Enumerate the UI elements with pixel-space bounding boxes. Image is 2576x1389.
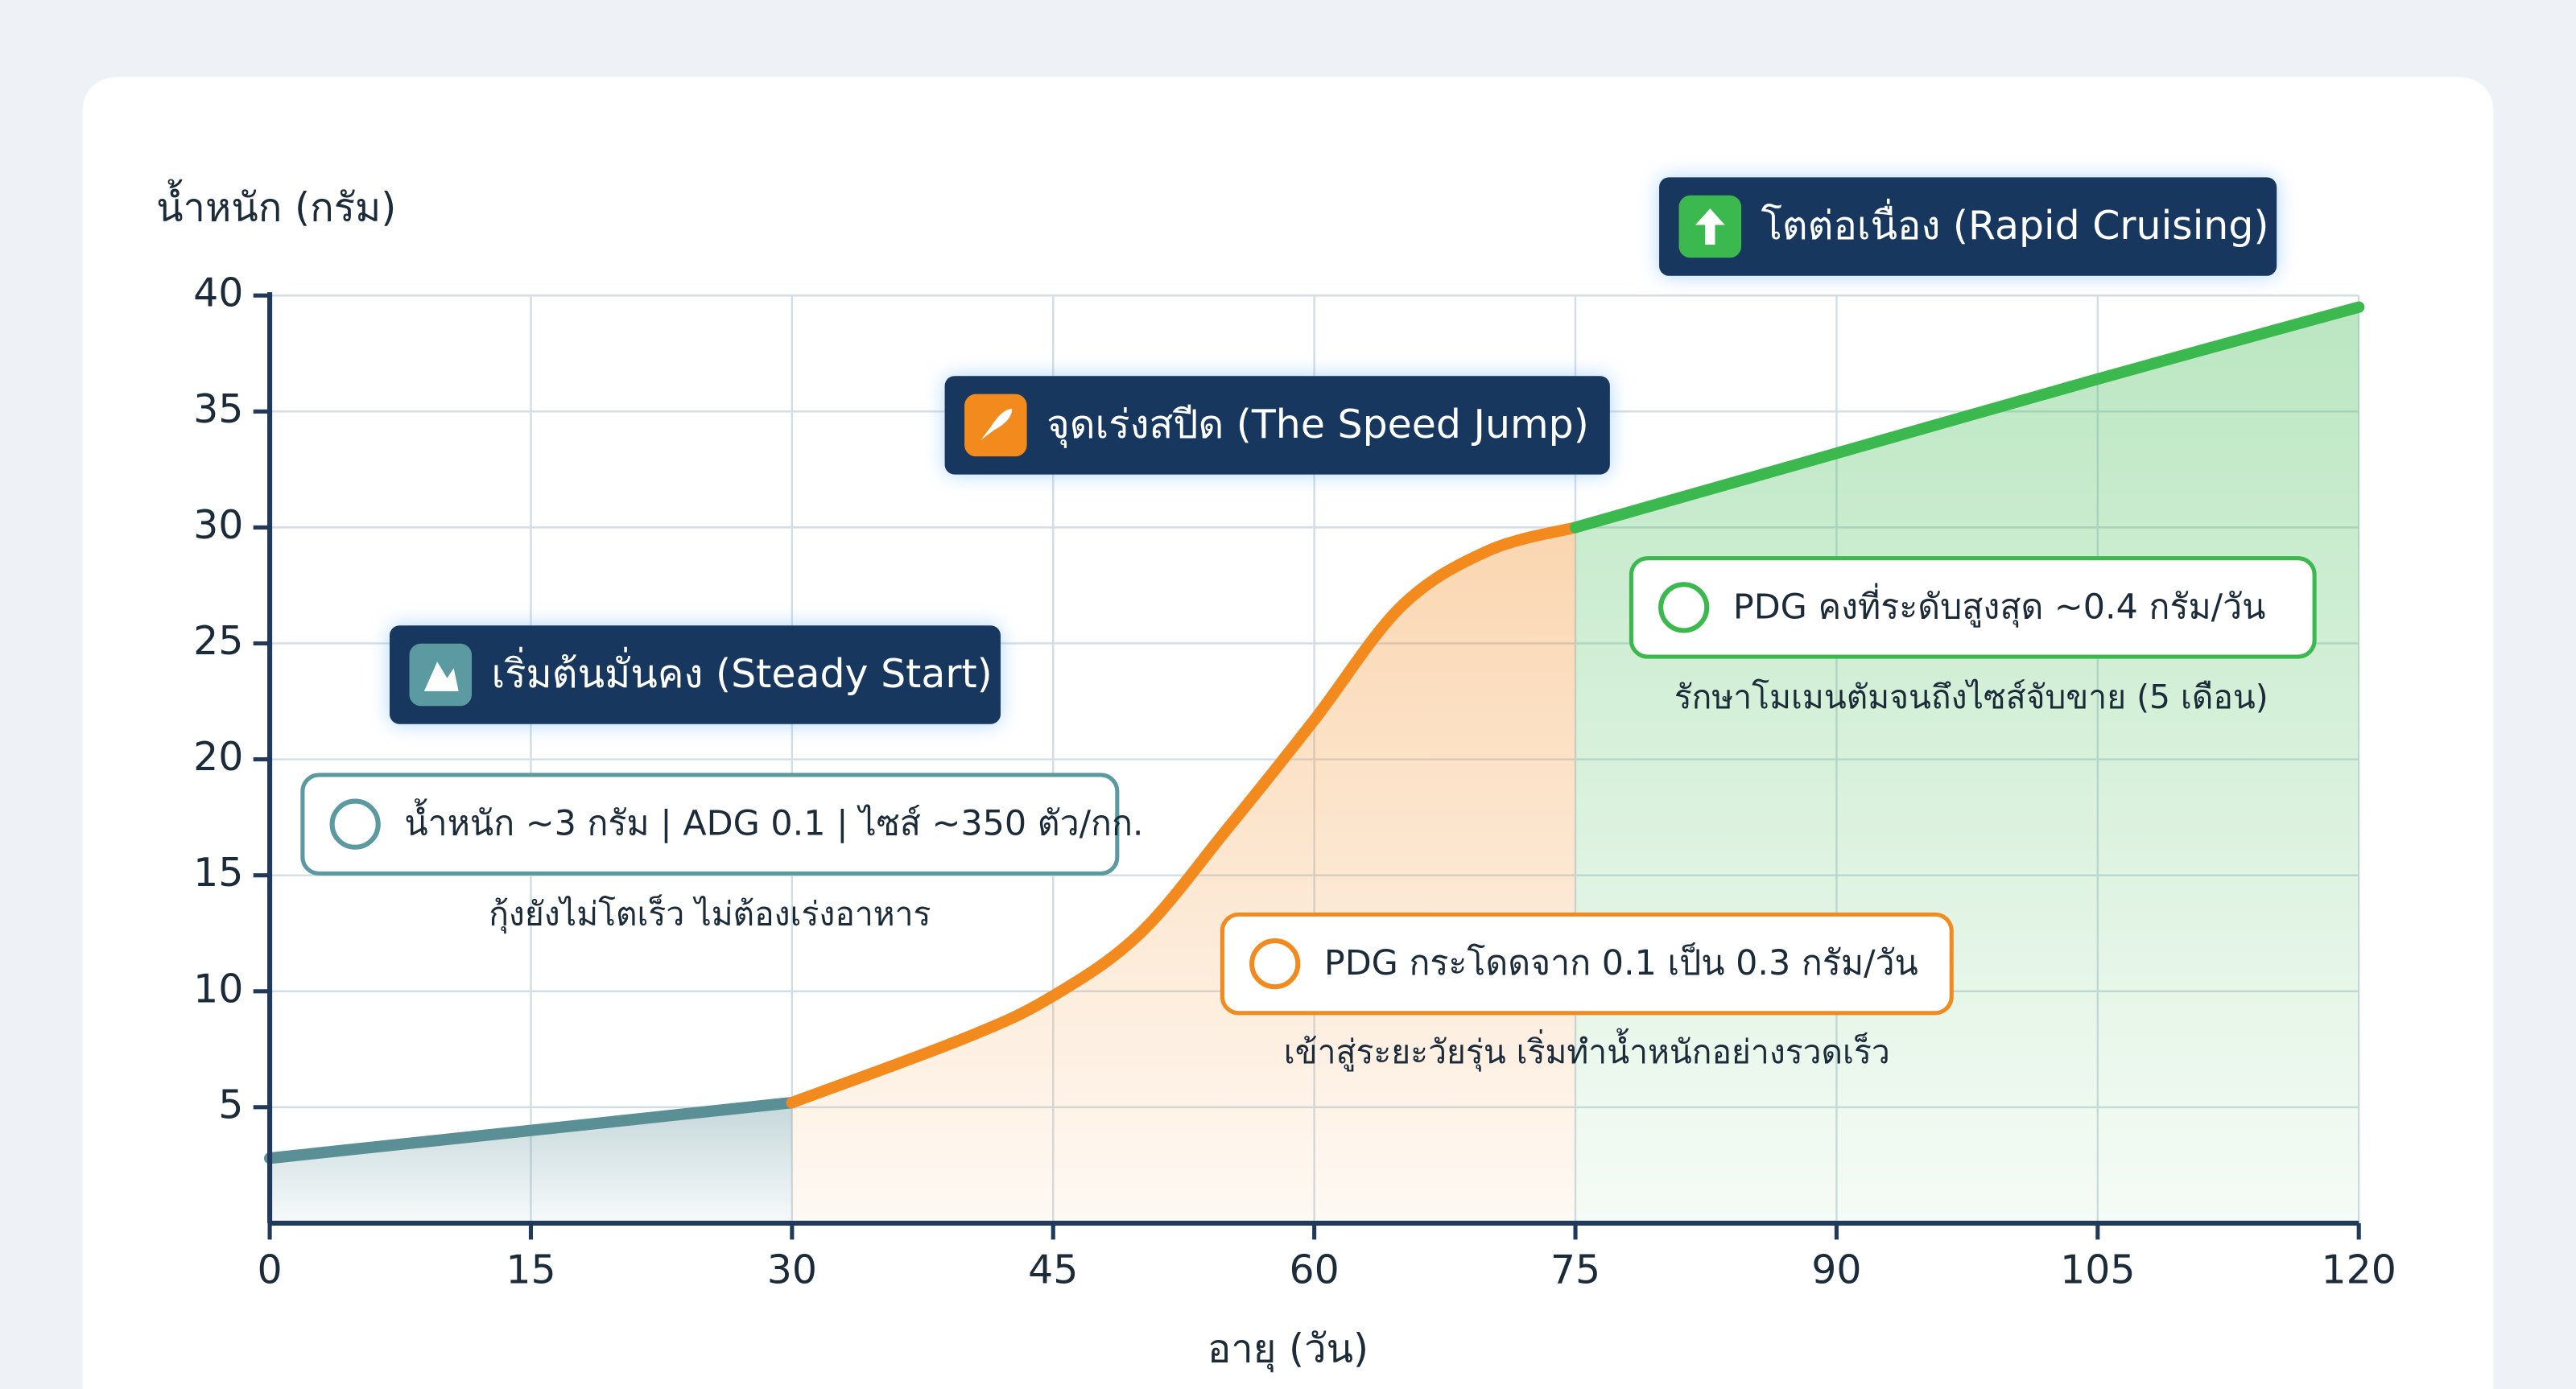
x-tick-label: 105 [2060,1247,2135,1293]
phase-title: เริ่มต้นมั่นคง (Steady Start) [492,646,993,697]
phase-note: เข้าสู่ระยะวัยรุ่น เริ่มทำน้ำหนักอย่างรว… [1284,1028,1890,1072]
x-tick-label: 60 [1289,1247,1339,1293]
x-tick-label: 45 [1028,1247,1078,1293]
phase-note: กุ้งยังไม่โตเร็ว ไม่ต้องเร่งอาหาร [489,894,931,934]
series-area [791,527,1576,1223]
detail-icon [1658,582,1710,633]
detail-icon [1249,938,1301,990]
phase-box [944,376,1610,475]
detail-text: PDG กระโดดจาก 0.1 เป็น 0.3 กรัม/วัน [1324,942,1918,983]
x-tick-label: 90 [1811,1247,1861,1293]
phase-note: รักษาโมเมนตัมจนถึงไซส์จับขาย (5 เดือน) [1674,678,2268,716]
series-line [1569,301,2365,534]
detail-box [1220,912,1954,1016]
detail-box [1629,556,2317,659]
y-tick-label: 15 [193,850,243,896]
icon-glyph [423,662,459,691]
x-tick-label: 120 [2321,1247,2396,1293]
x-tick-label: 75 [1550,1247,1600,1293]
y-tick-label: 5 [218,1082,243,1127]
x-axis-label: อายุ (วัน) [1208,1326,1368,1373]
phase-box [390,625,1001,724]
phase-title: โตต่อเนื่อง (Rapid Cruising) [1761,198,2269,249]
phase-box [1659,177,2277,276]
y-tick-label: 35 [193,386,243,432]
x-tick-label: 30 [767,1247,817,1293]
icon-glyph [1695,208,1725,245]
detail-icon [329,798,381,850]
y-tick-label: 25 [193,618,243,664]
y-tick-label: 20 [193,734,243,780]
x-tick-label: 15 [506,1247,555,1293]
y-axis-label: น้ำหนัก (กรัม) [156,179,396,231]
detail-text: น้ำหนัก ~3 กรัม | ADG 0.1 | ไซส์ ~350 ตั… [404,798,1143,844]
series-area [270,1103,792,1223]
x-tick-label: 0 [258,1247,283,1293]
detail-text: PDG คงที่ระดับสูงสุด ~0.4 กรัม/วัน [1733,583,2266,628]
series-line [786,521,1582,1109]
phase-title: จุดเร่งสปีด (The Speed Jump) [1046,402,1589,448]
series-line [263,1096,799,1164]
detail-box [300,773,1120,876]
y-tick-label: 10 [193,966,243,1012]
y-tick-label: 40 [193,270,243,316]
y-tick-label: 30 [193,502,243,548]
icon-glyph [980,409,1013,440]
